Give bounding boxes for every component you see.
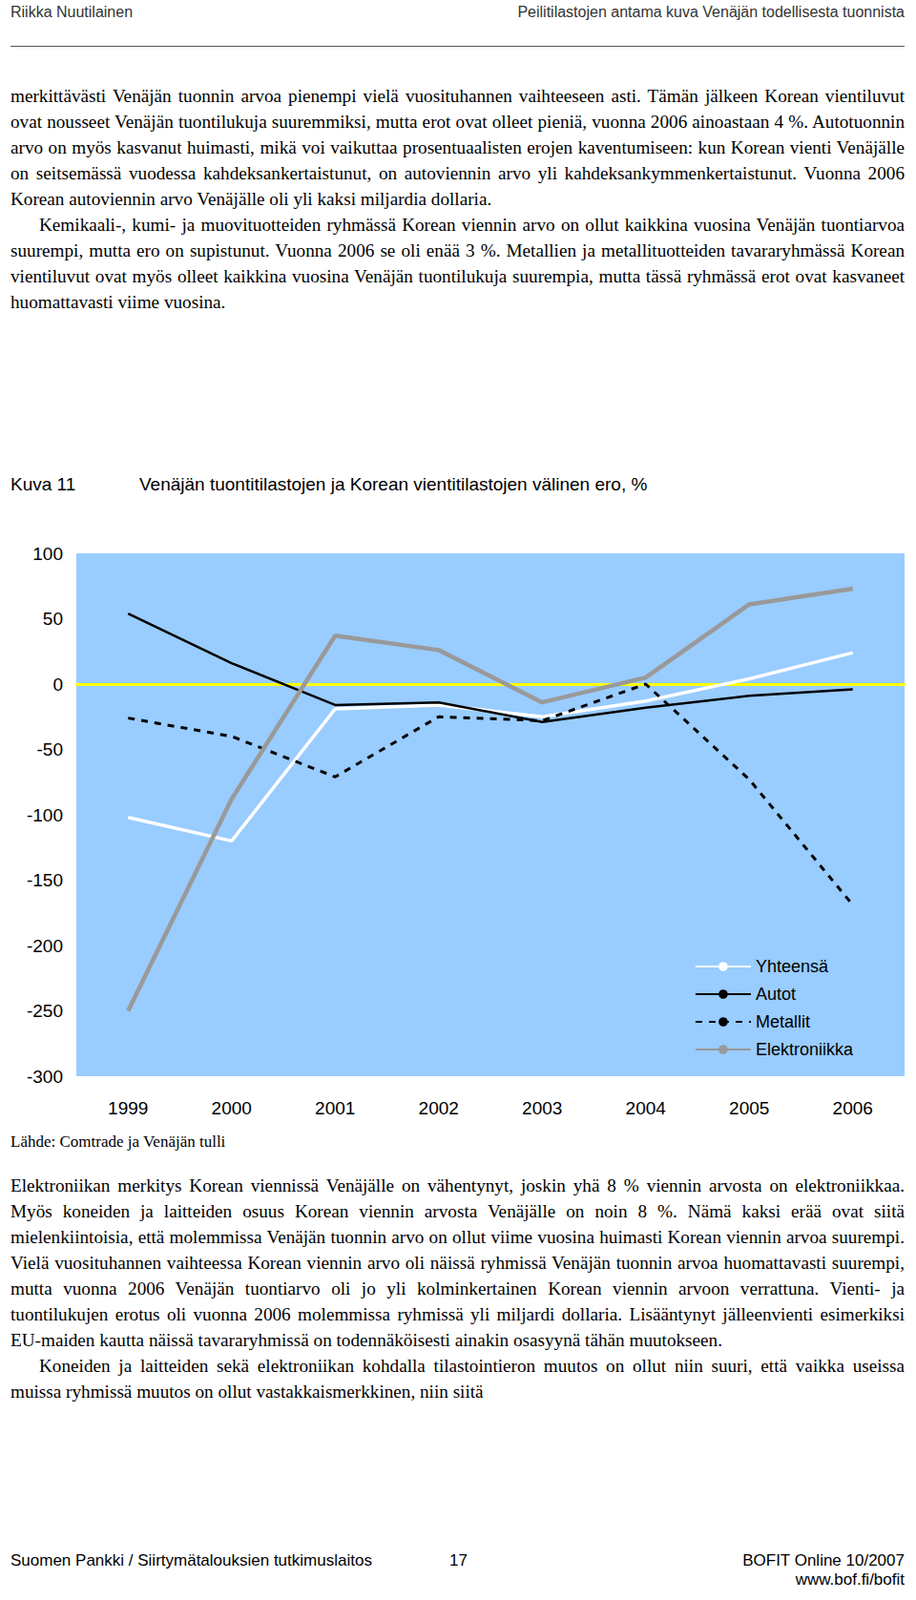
svg-text:100: 100 xyxy=(32,543,63,564)
html-text:merkittävästi Venäjän tuonnin: merkittävästi Venäjän tuonnin arvoa pien… xyxy=(10,85,905,209)
svg-text:2005: 2005 xyxy=(728,1098,770,1119)
svg-text:1999: 1999 xyxy=(107,1098,148,1119)
html-text:Peilitilastojen antama kuva Ve: Peilitilastojen antama kuva Venäjän tode… xyxy=(517,3,905,21)
html-text:Lähde: Comtrade ja Venäjän tul: Lähde: Comtrade ja Venäjän tulli xyxy=(10,1132,226,1151)
svg-text:2002: 2002 xyxy=(418,1098,459,1119)
svg-text:Elektroniikka: Elektroniikka xyxy=(755,1040,854,1060)
html-text:Koneiden ja laitteiden sekä el: Koneiden ja laitteiden sekä elektroniika… xyxy=(10,1355,905,1402)
svg-text:-150: -150 xyxy=(26,870,63,891)
html-text:Elektroniikan merkitys Korean: Elektroniikan merkitys Korean viennissä … xyxy=(10,1175,905,1351)
svg-text:-250: -250 xyxy=(26,1000,63,1021)
html-text:Venäjän tuontitilastojen ja Ko: Venäjän tuontitilastojen ja Korean vient… xyxy=(139,474,648,495)
svg-text:2004: 2004 xyxy=(625,1098,667,1119)
html-text:Suomen Pankki / Siirtymätalouk: Suomen Pankki / Siirtymätalouksien tutki… xyxy=(10,1551,373,1570)
svg-text:-100: -100 xyxy=(26,805,63,826)
html-text:Kuva 11: Kuva 11 xyxy=(10,474,76,495)
html-text:Riikka Nuutilainen: Riikka Nuutilainen xyxy=(10,3,133,21)
svg-text:2001: 2001 xyxy=(314,1098,355,1119)
svg-text:Metallit: Metallit xyxy=(755,1012,811,1032)
html-text:17: 17 xyxy=(449,1551,468,1570)
svg-text:2006: 2006 xyxy=(832,1098,874,1119)
svg-text:2000: 2000 xyxy=(211,1098,252,1119)
html-text:Kemikaali-, kumi- ja muovituot: Kemikaali-, kumi- ja muovituotteiden ryh… xyxy=(10,214,905,313)
svg-text:2003: 2003 xyxy=(521,1098,563,1119)
html-text:BOFIT Online 10/2007: BOFIT Online 10/2007 xyxy=(742,1551,905,1570)
svg-text:-300: -300 xyxy=(26,1066,63,1087)
svg-text:50: 50 xyxy=(42,608,63,629)
svg-text:0: 0 xyxy=(52,674,63,695)
svg-text:-50: -50 xyxy=(37,739,63,760)
svg-text:Autot: Autot xyxy=(755,984,796,1004)
svg-text:Yhteensä: Yhteensä xyxy=(755,957,830,977)
html-text:www.bof.fi/bofit: www.bof.fi/bofit xyxy=(795,1570,905,1589)
svg-text:-200: -200 xyxy=(26,936,63,957)
